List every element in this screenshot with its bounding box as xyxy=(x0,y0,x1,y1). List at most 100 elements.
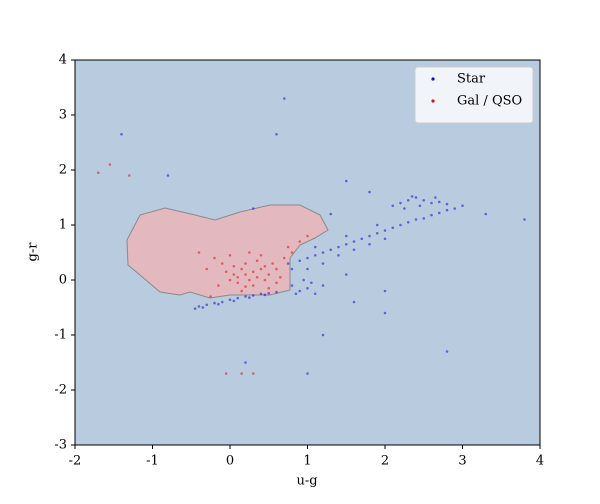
point xyxy=(224,372,228,375)
y-tick-label: 1 xyxy=(59,218,67,233)
point xyxy=(220,262,224,265)
point xyxy=(368,242,371,246)
point xyxy=(375,231,379,235)
point xyxy=(251,294,255,297)
point xyxy=(399,201,402,205)
point xyxy=(290,267,294,271)
point xyxy=(275,267,278,271)
point xyxy=(321,333,325,337)
point xyxy=(205,303,209,307)
point xyxy=(259,253,263,257)
point xyxy=(399,223,402,227)
legend-marker xyxy=(431,77,435,81)
legend-marker xyxy=(431,99,435,103)
point xyxy=(108,163,112,166)
point xyxy=(127,174,131,177)
point xyxy=(251,207,255,210)
point xyxy=(228,253,232,257)
point xyxy=(213,256,216,260)
point xyxy=(251,284,255,287)
point xyxy=(275,281,278,285)
point xyxy=(236,296,240,300)
point xyxy=(329,248,333,252)
point xyxy=(302,278,305,282)
point xyxy=(406,198,410,202)
point xyxy=(306,372,309,375)
y-tick-label: 3 xyxy=(59,108,67,123)
point xyxy=(294,292,298,296)
point xyxy=(453,207,457,210)
point xyxy=(321,284,325,287)
point xyxy=(383,237,387,241)
point xyxy=(321,251,325,254)
point xyxy=(228,278,232,282)
point xyxy=(310,281,313,285)
point xyxy=(344,234,348,238)
point xyxy=(224,270,228,274)
point xyxy=(445,350,449,353)
point xyxy=(209,295,212,298)
x-tick-label: 3 xyxy=(458,454,466,469)
point xyxy=(267,273,271,276)
y-tick-label: 4 xyxy=(59,53,67,68)
point xyxy=(248,278,251,282)
point xyxy=(430,201,433,205)
point xyxy=(337,253,340,257)
point xyxy=(313,253,317,257)
legend-label: Star xyxy=(457,72,486,87)
point xyxy=(403,207,406,210)
point xyxy=(244,361,247,364)
x-tick-label: 0 xyxy=(226,454,234,469)
point xyxy=(298,259,302,263)
point xyxy=(352,240,356,243)
point xyxy=(368,190,371,194)
point xyxy=(217,302,220,306)
point xyxy=(375,223,379,227)
point xyxy=(263,264,267,268)
point xyxy=(275,290,278,294)
point xyxy=(383,289,387,293)
x-axis-label: u-g xyxy=(296,474,317,489)
point xyxy=(422,217,426,220)
x-tick-label: 1 xyxy=(303,454,311,469)
point xyxy=(437,211,441,215)
decision-region xyxy=(126,204,329,299)
point xyxy=(306,267,309,271)
point xyxy=(437,200,441,204)
point xyxy=(352,248,356,252)
point xyxy=(298,289,302,293)
point xyxy=(166,174,170,177)
point xyxy=(240,267,243,271)
point xyxy=(251,270,255,274)
point xyxy=(352,300,356,304)
point xyxy=(286,262,290,265)
point xyxy=(306,256,309,260)
point xyxy=(240,372,243,375)
point xyxy=(406,220,410,224)
legend: Star Gal / QSO xyxy=(414,66,534,124)
point xyxy=(313,292,317,296)
point xyxy=(197,251,201,254)
point xyxy=(306,234,309,238)
point xyxy=(383,229,387,232)
point xyxy=(286,245,290,249)
point xyxy=(414,196,418,199)
point xyxy=(383,311,387,315)
point xyxy=(255,275,259,279)
point xyxy=(313,245,317,249)
point xyxy=(391,226,395,230)
x-tick-label: 2 xyxy=(381,454,389,469)
point xyxy=(290,251,294,254)
point xyxy=(228,298,232,302)
point xyxy=(445,202,449,206)
point xyxy=(251,372,255,375)
points xyxy=(96,97,526,375)
point xyxy=(201,306,205,309)
point xyxy=(259,267,263,271)
point xyxy=(298,240,302,243)
point xyxy=(422,198,426,202)
point xyxy=(344,179,348,183)
point xyxy=(96,171,100,175)
point xyxy=(434,196,437,199)
